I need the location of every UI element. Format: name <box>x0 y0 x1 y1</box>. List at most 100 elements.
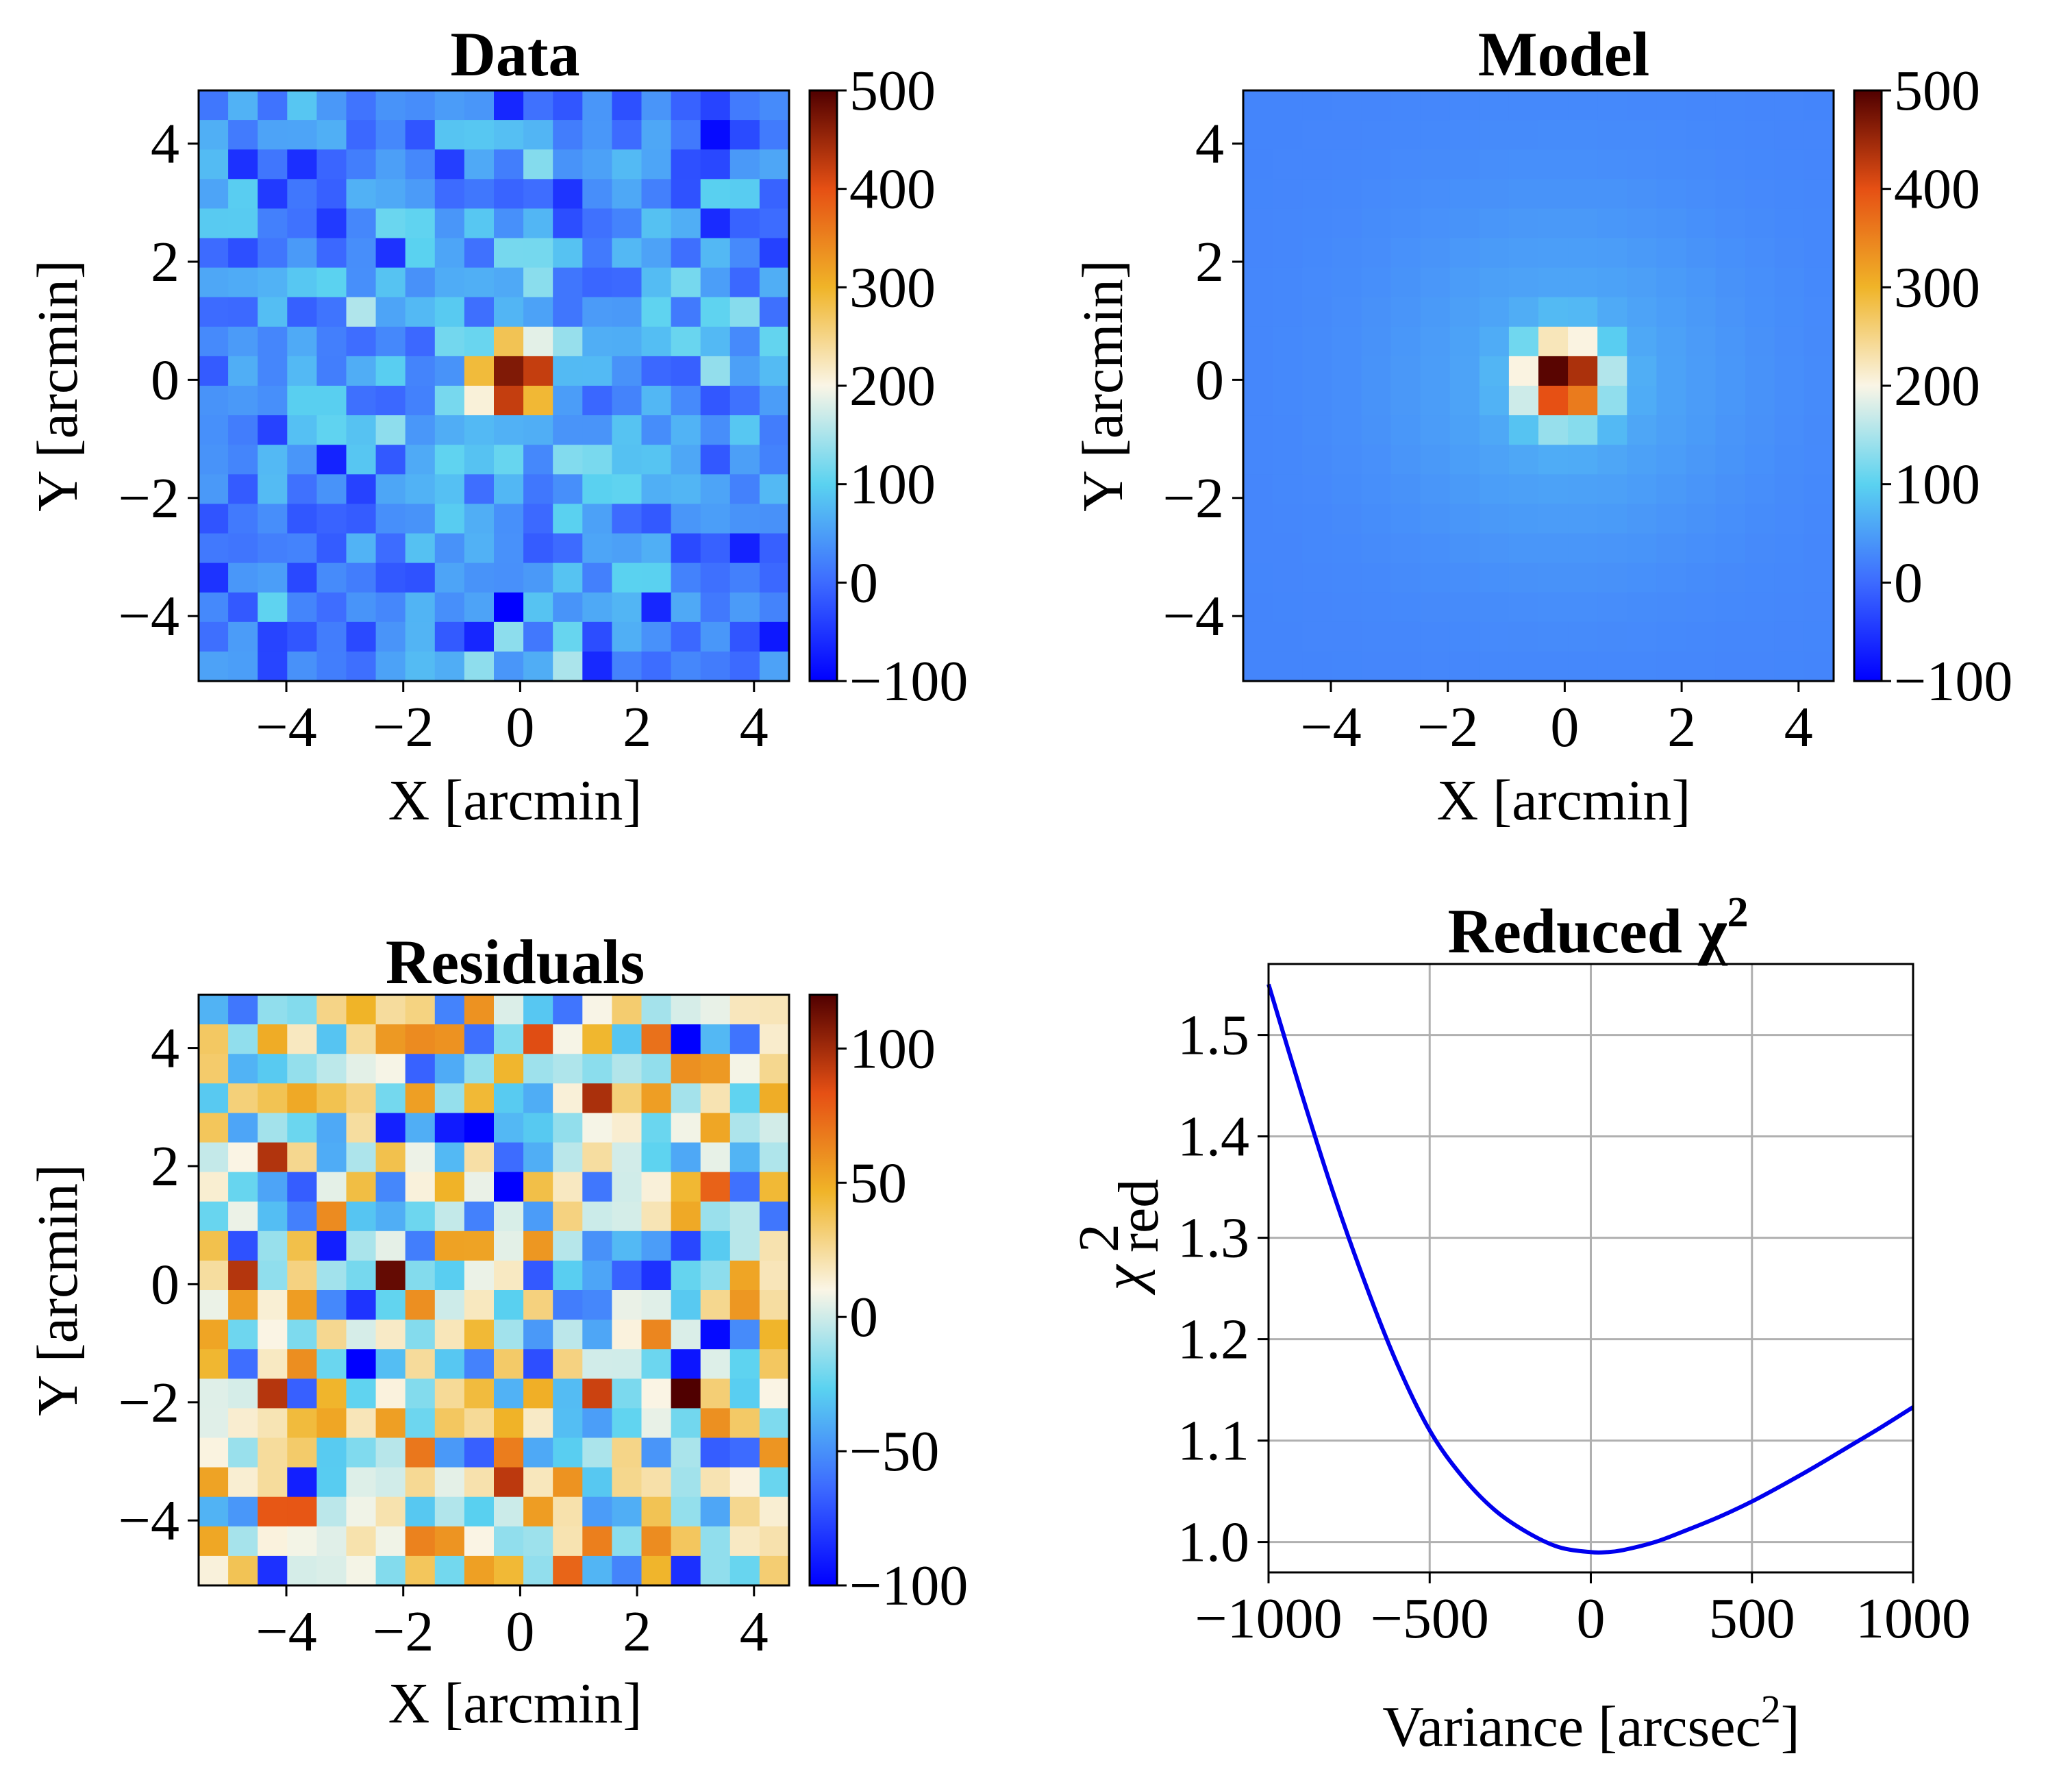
heatmap-cell <box>464 651 495 682</box>
heatmap-cell <box>582 356 612 386</box>
heatmap-cell <box>1390 474 1421 504</box>
heatmap-cell <box>641 1172 672 1202</box>
heatmap-cell <box>494 1437 524 1468</box>
heatmap-cell <box>287 356 317 386</box>
heatmap-cell <box>612 1201 642 1232</box>
heatmap-cell <box>1627 120 1657 150</box>
heatmap-cell <box>464 592 495 623</box>
heatmap-cell <box>228 1054 258 1084</box>
heatmap-cell <box>1656 415 1687 445</box>
heatmap-cell <box>375 415 406 445</box>
colorbar-tick-label: 500 <box>1894 59 1980 123</box>
y-ticks: 4 2 0 −2 −4 <box>1163 112 1243 648</box>
heatmap-cell <box>1390 297 1421 327</box>
heatmap-cell <box>494 1024 524 1054</box>
heatmap-cell <box>375 474 406 504</box>
heatmap-cell <box>375 208 406 239</box>
heatmap-cell <box>1361 356 1392 386</box>
heatmap-cell <box>434 208 465 239</box>
heatmap-cell <box>612 504 642 534</box>
heatmap-cell <box>700 621 731 652</box>
heatmap-cell <box>1273 621 1303 652</box>
heatmap-cell <box>1273 356 1303 386</box>
heatmap-cell <box>671 1467 701 1498</box>
heatmap-cell <box>494 179 524 209</box>
heatmap-cell <box>464 621 495 652</box>
x-tick-label: −2 <box>373 1600 434 1664</box>
heatmap-cell <box>1479 297 1510 327</box>
heatmap-cell <box>464 179 495 209</box>
heatmap-cell <box>258 445 288 475</box>
heatmap-cell <box>1627 356 1657 386</box>
heatmap-cell <box>464 995 495 1025</box>
x-ticks: −1000 −500 0 500 1000 <box>1195 1572 1971 1651</box>
heatmap-cell <box>494 445 524 475</box>
heatmap-cell <box>434 563 465 593</box>
heatmap-cell <box>346 533 377 564</box>
heatmap-cell <box>287 651 317 682</box>
heatmap-cell <box>700 1526 731 1557</box>
heatmap-cell <box>405 621 436 652</box>
heatmap-cell <box>375 1113 406 1144</box>
heatmap-cell <box>523 533 553 564</box>
heatmap-cell <box>641 1024 672 1054</box>
heatmap-cell <box>1273 474 1303 504</box>
heatmap-cell <box>641 1113 672 1144</box>
heatmap-cell <box>1803 297 1834 327</box>
heatmap-cell <box>523 120 553 150</box>
heatmap-cell <box>553 1408 583 1439</box>
heatmap-cell <box>700 592 731 623</box>
heatmap-cell <box>494 1172 524 1202</box>
heatmap-cell <box>1568 267 1598 298</box>
heatmap-cell <box>199 120 229 150</box>
heatmap-cell <box>434 995 465 1025</box>
heatmap-cell <box>1627 533 1657 564</box>
heatmap-cell <box>375 1437 406 1468</box>
heatmap-cell <box>434 1083 465 1113</box>
heatmap-cell <box>346 1231 377 1261</box>
heatmap-cell <box>582 297 612 327</box>
heatmap-cell <box>1627 238 1657 269</box>
heatmap-cell <box>641 1260 672 1291</box>
heatmap-cell <box>612 90 642 121</box>
heatmap-cell <box>641 1083 672 1113</box>
x-axis-label: X [arcmin] <box>388 769 642 832</box>
heatmap-cell <box>494 1408 524 1439</box>
heatmap-cell <box>553 1113 583 1144</box>
heatmap-cell <box>1243 326 1273 357</box>
heatmap-cell <box>316 1260 347 1291</box>
heatmap-cell <box>582 1467 612 1498</box>
heatmap-cell <box>287 179 317 209</box>
heatmap-cell <box>612 1290 642 1320</box>
heatmap-cell <box>199 1054 229 1084</box>
heatmap-cell <box>729 1083 760 1113</box>
heatmap-cell <box>1538 120 1569 150</box>
heatmap-cell <box>759 326 790 357</box>
heatmap-cell <box>1479 621 1510 652</box>
heatmap-cell <box>494 415 524 445</box>
heatmap-cell <box>1332 267 1362 298</box>
heatmap-cell <box>700 1231 731 1261</box>
heatmap-cell <box>287 297 317 327</box>
y-tick-label: 2 <box>1195 230 1224 294</box>
heatmap-cell <box>316 149 347 180</box>
heatmap-cell <box>582 90 612 121</box>
heatmap-cell <box>671 267 701 298</box>
heatmap-cell <box>523 1142 553 1173</box>
heatmap-cell <box>405 1320 436 1350</box>
heatmap-cell <box>287 1467 317 1498</box>
heatmap-cell <box>1656 386 1687 416</box>
heatmap-cell <box>1390 326 1421 357</box>
heatmap-cell <box>346 1320 377 1350</box>
heatmap-cell <box>316 1379 347 1409</box>
colorbar-frame <box>808 993 838 1587</box>
heatmap-cell <box>228 651 258 682</box>
heatmap-cell <box>1508 326 1539 357</box>
heatmap-cell <box>523 1260 553 1291</box>
heatmap-cell <box>1390 120 1421 150</box>
heatmap-cell <box>346 386 377 416</box>
heatmap-cell <box>375 326 406 357</box>
heatmap-cell <box>1420 267 1451 298</box>
heatmap-cell <box>1361 651 1392 682</box>
heatmap-cell <box>671 563 701 593</box>
